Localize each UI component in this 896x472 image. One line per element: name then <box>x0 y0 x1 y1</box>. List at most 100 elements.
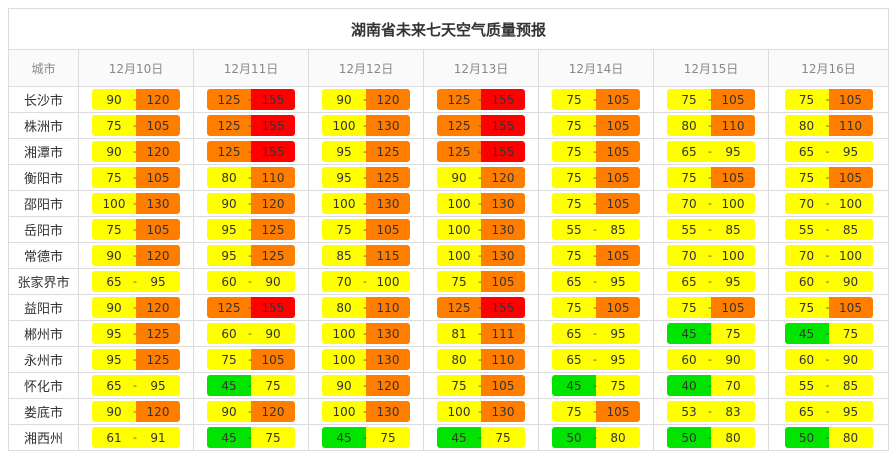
aqi-low-value: 75 <box>552 297 596 318</box>
aqi-low-value: 100 <box>322 349 366 370</box>
aqi-cell: 70100 <box>308 268 424 295</box>
aqi-high-value: 120 <box>248 193 295 214</box>
aqi-high-value: 130 <box>363 323 410 344</box>
aqi-range-badge: 70100 <box>784 193 873 214</box>
aqi-low-value: 45 <box>437 427 481 448</box>
aqi-cell: 95125 <box>193 216 309 243</box>
aqi-high-value: 125 <box>133 323 180 344</box>
aqi-high-value: 130 <box>363 349 410 370</box>
aqi-cell: 100130 <box>423 242 539 269</box>
aqi-cell: 100130 <box>78 190 194 217</box>
aqi-range-badge: 75105 <box>437 271 525 292</box>
aqi-range-badge: 100130 <box>322 349 410 370</box>
aqi-high-value: 90 <box>826 349 873 370</box>
aqi-cell: 5585 <box>767 372 890 399</box>
aqi-range-badge: 90120 <box>322 375 410 396</box>
aqi-low-value: 60 <box>784 271 829 292</box>
aqi-low-value: 90 <box>207 193 251 214</box>
aqi-cell: 90120 <box>78 294 194 321</box>
aqi-range-badge: 75105 <box>784 297 873 318</box>
aqi-low-value: 75 <box>784 167 829 188</box>
aqi-range-badge: 6090 <box>207 271 295 292</box>
aqi-range-badge: 75105 <box>552 141 640 162</box>
aqi-low-value: 75 <box>552 401 596 422</box>
aqi-cell: 125155 <box>423 112 539 139</box>
aqi-range-badge: 95125 <box>207 219 295 240</box>
city-name: 长沙市 <box>8 86 79 113</box>
aqi-cell: 100130 <box>423 216 539 243</box>
aqi-cell: 75105 <box>193 346 309 373</box>
aqi-low-value: 90 <box>92 141 136 162</box>
aqi-low-value: 95 <box>92 323 136 344</box>
aqi-high-value: 70 <box>708 375 755 396</box>
aqi-cell: 80110 <box>193 164 309 191</box>
aqi-high-value: 75 <box>363 427 410 448</box>
table-row: 湘西州6191457545754575508050805080 <box>8 424 890 451</box>
aqi-cell: 75105 <box>538 112 654 139</box>
aqi-cell: 100130 <box>308 190 424 217</box>
aqi-range-badge: 70100 <box>784 245 873 266</box>
aqi-range-badge: 125155 <box>437 115 525 136</box>
aqi-low-value: 75 <box>784 297 829 318</box>
aqi-range-badge: 5080 <box>552 427 640 448</box>
aqi-range-badge: 6595 <box>667 141 755 162</box>
aqi-low-value: 95 <box>92 349 136 370</box>
aqi-cell: 90120 <box>78 242 194 269</box>
aqi-cell: 90120 <box>193 398 309 425</box>
aqi-low-value: 125 <box>437 141 481 162</box>
aqi-high-value: 155 <box>478 89 525 110</box>
city-column-header: 城市 <box>8 49 79 87</box>
table-row: 永州市951257510510013080110659560906090 <box>8 346 890 373</box>
aqi-low-value: 50 <box>784 427 829 448</box>
aqi-low-value: 70 <box>667 193 711 214</box>
aqi-cell: 90120 <box>78 86 194 113</box>
aqi-low-value: 75 <box>552 115 596 136</box>
aqi-cell: 4575 <box>538 372 654 399</box>
aqi-cell: 6090 <box>653 346 769 373</box>
aqi-cell: 90120 <box>193 190 309 217</box>
aqi-low-value: 85 <box>322 245 366 266</box>
table-row: 常德市901209512585115100130751057010070100 <box>8 242 890 269</box>
aqi-range-badge: 75105 <box>552 245 640 266</box>
aqi-range-badge: 80110 <box>437 349 525 370</box>
aqi-low-value: 65 <box>667 271 711 292</box>
aqi-cell: 4575 <box>193 372 309 399</box>
aqi-cell: 75105 <box>538 294 654 321</box>
aqi-high-value: 95 <box>826 141 873 162</box>
aqi-low-value: 90 <box>207 401 251 422</box>
aqi-cell: 90120 <box>308 372 424 399</box>
aqi-range-badge: 6191 <box>92 427 180 448</box>
aqi-cell: 5585 <box>767 216 890 243</box>
aqi-range-badge: 4575 <box>437 427 525 448</box>
aqi-cell: 5585 <box>538 216 654 243</box>
aqi-high-value: 95 <box>133 375 180 396</box>
aqi-range-badge: 85115 <box>322 245 410 266</box>
aqi-cell: 5585 <box>653 216 769 243</box>
aqi-range-badge: 75105 <box>784 89 873 110</box>
aqi-cell: 5080 <box>538 424 654 451</box>
aqi-cell: 4575 <box>193 424 309 451</box>
aqi-low-value: 75 <box>552 167 596 188</box>
aqi-low-value: 95 <box>322 167 366 188</box>
aqi-low-value: 80 <box>667 115 711 136</box>
aqi-low-value: 60 <box>207 323 251 344</box>
table-row: 株洲市7510512515510013012515575105801108011… <box>8 112 890 139</box>
aqi-cell: 75105 <box>767 164 890 191</box>
aqi-range-badge: 75105 <box>552 401 640 422</box>
aqi-cell: 6595 <box>538 346 654 373</box>
aqi-range-badge: 6595 <box>552 323 640 344</box>
aqi-high-value: 120 <box>133 141 180 162</box>
date-column-header: 12月15日 <box>653 49 769 87</box>
aqi-range-badge: 90120 <box>207 193 295 214</box>
aqi-high-value: 75 <box>708 323 755 344</box>
city-name: 株洲市 <box>8 112 79 139</box>
aqi-low-value: 75 <box>667 89 711 110</box>
aqi-range-badge: 90120 <box>322 89 410 110</box>
aqi-range-badge: 125155 <box>207 115 295 136</box>
aqi-high-value: 130 <box>363 115 410 136</box>
date-column-header: 12月14日 <box>538 49 654 87</box>
aqi-range-badge: 95125 <box>92 349 180 370</box>
aqi-high-value: 105 <box>708 167 755 188</box>
aqi-cell: 100130 <box>423 190 539 217</box>
aqi-high-value: 85 <box>826 219 873 240</box>
